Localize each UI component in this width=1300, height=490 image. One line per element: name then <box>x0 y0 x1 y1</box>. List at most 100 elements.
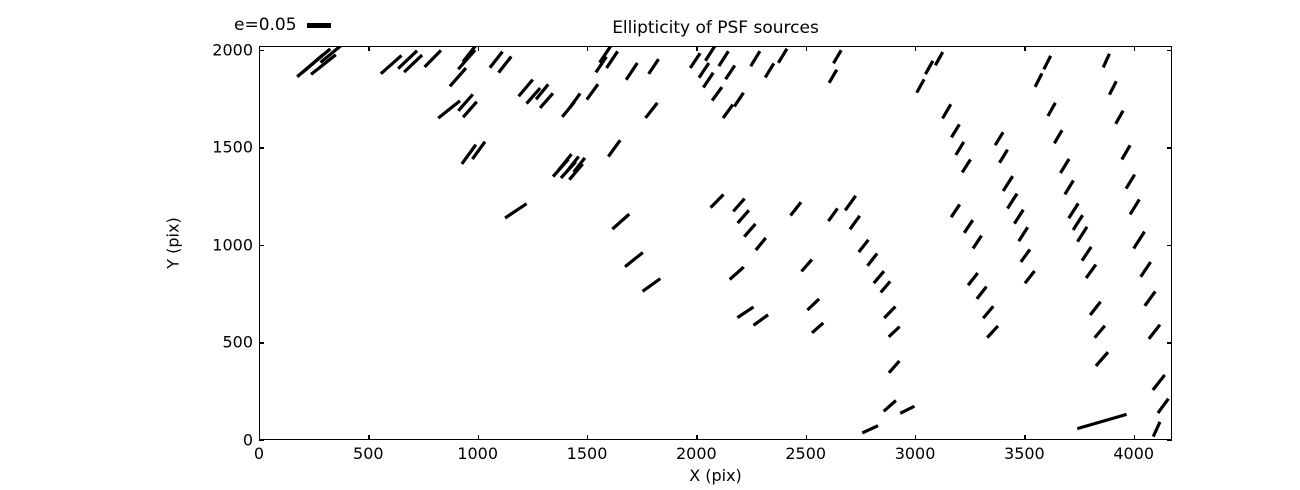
psf-whisker <box>1151 373 1166 392</box>
psf-whisker <box>717 50 730 68</box>
psf-whisker <box>1108 80 1118 96</box>
x-tick-label: 3500 <box>1004 444 1045 463</box>
y-tick-label: 0 <box>242 430 253 450</box>
x-tick-mark <box>805 435 807 440</box>
psf-whisker <box>1093 324 1107 339</box>
x-tick-label: 2500 <box>785 444 827 463</box>
psf-whisker <box>488 50 504 69</box>
psf-whisker <box>557 153 573 172</box>
psf-whisker <box>624 251 644 268</box>
x-tick-mark <box>915 435 917 440</box>
x-tick-mark <box>1024 46 1026 51</box>
psf-whisker <box>736 305 755 319</box>
psf-whisker <box>950 123 961 139</box>
psf-whisker <box>1052 129 1064 145</box>
psf-whisker <box>732 197 746 213</box>
x-tick-mark <box>477 46 479 51</box>
psf-whisker <box>843 194 857 212</box>
psf-whisker <box>776 47 789 64</box>
psf-whisker <box>866 252 879 267</box>
x-tick-mark <box>805 46 807 51</box>
psf-whisker <box>749 50 762 68</box>
psf-whisker <box>1042 55 1053 71</box>
psf-whisker <box>887 325 901 339</box>
y-tick-mark <box>1167 244 1172 247</box>
psf-whisker <box>611 212 631 231</box>
psf-whisker <box>861 424 879 435</box>
psf-whisker <box>1019 248 1032 263</box>
psf-whisker <box>1128 198 1141 216</box>
psf-whisker <box>319 47 342 64</box>
psf-whisker <box>568 92 582 109</box>
psf-whisker <box>924 60 935 75</box>
psf-whisker <box>423 49 443 69</box>
psf-whisker <box>1067 202 1080 220</box>
x-tick-mark <box>587 46 589 51</box>
x-tick-mark <box>1133 46 1136 51</box>
psf-whisker <box>1124 173 1137 190</box>
psf-whisker <box>736 209 751 225</box>
psf-whisker <box>310 53 337 76</box>
psf-whisker <box>598 47 613 64</box>
psf-whisker <box>1076 225 1089 243</box>
y-tick-mark <box>1167 49 1172 52</box>
psf-whisker <box>827 68 839 84</box>
psf-whisker <box>534 83 550 101</box>
psf-whisker <box>1023 270 1036 285</box>
psf-whisker <box>461 100 478 119</box>
y-tick-label: 2000 <box>212 40 253 60</box>
psf-whisker <box>1076 412 1128 431</box>
psf-whisker <box>1094 351 1110 367</box>
psf-whisker <box>497 55 513 74</box>
psf-whisker <box>1001 175 1015 192</box>
psf-whisker <box>962 219 975 234</box>
psf-whisker <box>743 222 757 238</box>
psf-whisker <box>1046 102 1057 117</box>
psf-whisker <box>986 324 1000 339</box>
psf-whisker <box>971 234 983 250</box>
psf-whisker <box>688 52 702 69</box>
psf-whisker <box>806 297 821 312</box>
psf-whisker <box>1101 53 1111 69</box>
psf-whisker <box>704 47 717 62</box>
x-tick-label: 500 <box>353 444 384 463</box>
y-tick-mark <box>259 440 264 442</box>
y-tick-mark <box>1167 147 1172 149</box>
psf-whisker <box>585 83 600 101</box>
legend: e=0.05 <box>234 13 331 37</box>
psf-whisker <box>605 50 619 69</box>
psf-whisker <box>721 103 735 120</box>
y-tick-mark <box>1167 440 1172 442</box>
legend-label: e=0.05 <box>234 14 297 35</box>
psf-whisker <box>709 193 725 209</box>
x-tick-label: 1500 <box>566 444 608 463</box>
psf-whisker <box>754 236 767 252</box>
psf-whisker <box>848 214 862 231</box>
psf-whisker <box>887 359 901 374</box>
psf-whisker <box>641 277 662 293</box>
psf-whisker <box>1017 226 1029 243</box>
psf-whisker <box>1088 300 1102 316</box>
psf-whisker <box>981 305 995 320</box>
x-tick-mark <box>587 435 589 440</box>
psf-whisker <box>448 67 468 88</box>
psf-whisker <box>724 64 737 81</box>
psf-whisker <box>572 156 587 174</box>
psf-whisker <box>800 258 814 273</box>
psf-whisker <box>1006 192 1019 210</box>
psf-whisker <box>1147 323 1162 340</box>
x-tick-mark <box>915 46 917 51</box>
whisker-layer <box>296 47 1170 438</box>
y-tick-label: 1000 <box>212 235 253 255</box>
psf-whisker <box>882 399 897 413</box>
psf-whisker <box>568 162 584 181</box>
psf-whisker <box>504 202 528 220</box>
psf-whisker <box>457 49 477 71</box>
psf-whisker <box>525 86 542 105</box>
x-tick-label: 1000 <box>457 444 499 463</box>
psf-whisker <box>538 92 555 109</box>
x-tick-mark <box>696 435 698 440</box>
psf-whisker <box>966 271 979 287</box>
psf-whisker <box>789 201 803 217</box>
plot-title: Ellipticity of PSF sources <box>612 18 819 38</box>
